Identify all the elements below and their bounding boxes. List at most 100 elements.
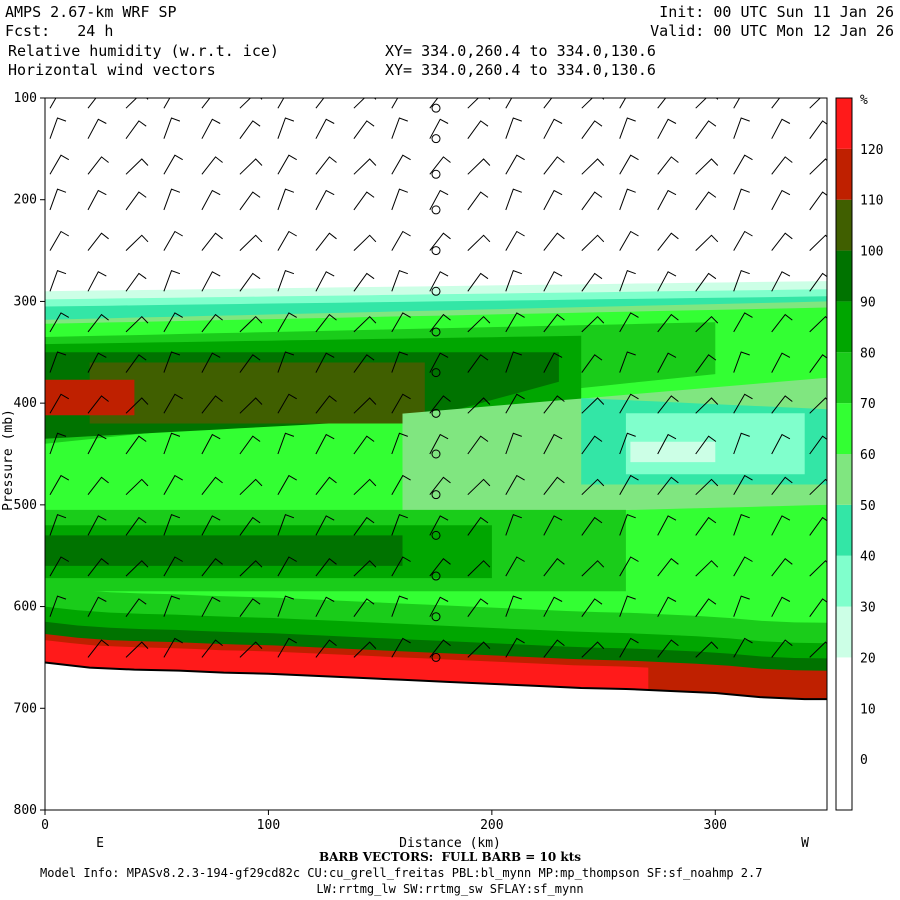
wind-barb (619, 117, 636, 139)
wind-barb (125, 354, 147, 373)
wind-barb (125, 516, 147, 536)
wind-barb (429, 557, 451, 577)
wind-barb (657, 313, 679, 333)
wind-barb (505, 556, 525, 577)
colorbar-swatch (836, 250, 852, 302)
model-title: AMPS 2.67-km WRF SP (5, 3, 177, 21)
wind-barb (163, 117, 181, 139)
wind-barb (87, 313, 109, 333)
wind-barb (391, 117, 408, 139)
wind-barb (239, 641, 263, 658)
wind-barb (125, 598, 147, 617)
wind-barb (619, 637, 639, 658)
wind-barb (733, 432, 750, 455)
calm-wind-circle (431, 652, 441, 662)
calm-wind-circle (431, 530, 441, 540)
wind-barb (277, 514, 295, 536)
wind-barb (87, 515, 107, 536)
wind-barb (619, 514, 636, 536)
wind-barb (695, 641, 719, 658)
init-time: Init: 00 UTC Sun 11 Jan 26 (659, 3, 894, 21)
wind-barb (315, 395, 337, 414)
wind-barb (239, 272, 261, 292)
wind-barb (239, 120, 261, 139)
wind-barb (391, 432, 408, 455)
wind-barb (163, 556, 183, 577)
wind-barbs (49, 98, 827, 662)
wind-barb (163, 637, 183, 658)
wind-barb (771, 515, 791, 536)
model-info: Model Info: MPASv8.2.3-194-gf29cd82c CU:… (40, 866, 763, 880)
colorbar-tick-label: 40 (860, 550, 876, 565)
wind-barb (87, 639, 109, 658)
wind-barb (353, 120, 375, 139)
wind-barb (315, 313, 337, 333)
wind-barb (391, 514, 408, 536)
wind-barb (87, 395, 109, 414)
calm-wind-circle (431, 286, 441, 296)
wind-barb (429, 313, 451, 333)
colorbar-tick-label: 0 (860, 753, 868, 768)
wind-barb (619, 269, 636, 292)
wind-barb (733, 188, 750, 211)
colorbar-swatch (836, 199, 852, 251)
colorbar-unit: % (860, 93, 868, 108)
wind-barb (163, 188, 181, 211)
wind-barb (239, 478, 263, 496)
wind-barb (277, 98, 285, 109)
wind-barb (429, 98, 439, 109)
wind-barb (657, 395, 679, 414)
wind-barb (543, 476, 565, 496)
wind-barb (467, 435, 489, 455)
wind-barb (391, 637, 411, 658)
wind-barb (505, 514, 522, 536)
wind-barb (391, 230, 411, 251)
wind-barb (543, 98, 553, 109)
wind-barb (695, 158, 719, 175)
calm-wind-circle (431, 612, 441, 622)
colorbar-tick-label: 30 (860, 601, 876, 616)
wind-barb (733, 595, 750, 617)
calm-wind-circle (431, 205, 441, 215)
colorbar-swatch (836, 708, 852, 760)
wind-barb (429, 271, 449, 292)
wind-barb (201, 271, 221, 292)
wind-barb (809, 478, 827, 496)
wind-barb (315, 271, 335, 292)
wind-barb (695, 315, 719, 333)
wind-barb (87, 118, 107, 139)
colorbar-swatch (836, 454, 852, 505)
wind-barb (581, 397, 605, 414)
wind-barb (87, 476, 109, 496)
wind-barb (277, 393, 297, 414)
wind-barb (201, 557, 223, 577)
wind-barb (315, 232, 337, 251)
wind-barb (87, 98, 97, 109)
wind-barb (543, 639, 565, 658)
wind-barb (163, 312, 183, 333)
wind-barb (277, 188, 295, 211)
wind-barb (353, 397, 377, 414)
wind-barb (467, 478, 491, 496)
wind-barb (125, 158, 149, 175)
wind-barb (125, 272, 147, 292)
wind-barb (581, 641, 605, 658)
wind-barb (49, 432, 67, 455)
wind-barb (49, 514, 67, 536)
colorbar-swatch (836, 148, 852, 200)
wind-barb (277, 637, 297, 658)
wind-barb (163, 474, 183, 495)
wind-barb (695, 516, 717, 536)
wind-barb (619, 393, 639, 414)
wind-barb (49, 351, 67, 373)
wind-barb (809, 560, 827, 577)
wind-barb (239, 315, 263, 333)
xy-range-1: XY= 334.0,260.4 to 334.0,130.6 (385, 42, 656, 60)
wind-barb (163, 595, 181, 617)
wind-barb (125, 478, 149, 496)
valid-time: Valid: 00 UTC Mon 12 Jan 26 (650, 22, 894, 40)
wind-barb (201, 118, 221, 139)
wind-barb (809, 98, 821, 109)
wind-barb (353, 234, 377, 251)
wind-barb (657, 352, 677, 373)
